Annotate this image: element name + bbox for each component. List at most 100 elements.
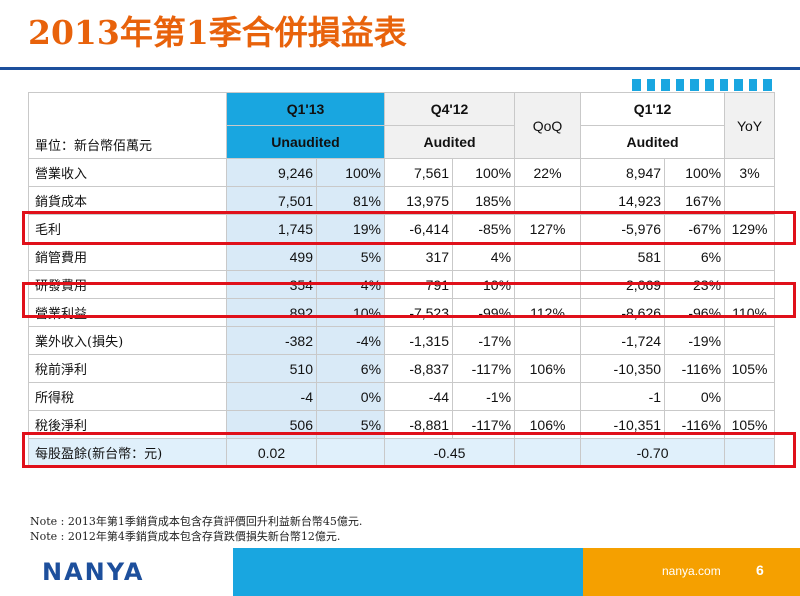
header-q4-12: Q4'12 — [384, 92, 516, 126]
cell-c: -10,350 — [580, 354, 666, 383]
cell-yoy — [724, 326, 776, 355]
table-row: 營業收入 9,246 100% 7,561 100% 22% 8,947 100% 3% — [28, 158, 776, 187]
cell-bp: -99% — [452, 298, 516, 327]
note-1: Note : 2013年第1季銷貨成本包含存貨評價回升利益新台幣45億元. — [30, 515, 363, 528]
website-link[interactable]: nanya.com — [662, 564, 721, 578]
cell-a: 7,501 — [226, 186, 317, 215]
cell-bp: 4% — [452, 242, 516, 271]
company-logo: NANYA — [42, 558, 145, 586]
cell-cp: -116% — [664, 354, 726, 383]
cell-cp: 0% — [664, 382, 726, 411]
row-label: 研發費用 — [28, 270, 227, 299]
cell-ap: 5% — [315, 410, 386, 439]
cell-ap: 0% — [315, 382, 386, 411]
cell-ap: 19% — [315, 214, 386, 243]
cell-yoy — [724, 186, 776, 215]
cell-b: -7,523 — [384, 298, 454, 327]
eps-q1-13: 0.02 — [226, 438, 317, 467]
cell-a: 510 — [226, 354, 317, 383]
title-divider — [0, 67, 800, 70]
cell-c: -1,724 — [580, 326, 666, 355]
cell-c: 14,923 — [580, 186, 666, 215]
table-row: 營業利益 892 10% -7,523 -99% 112% -8,626 -96% 110% — [28, 298, 776, 327]
cell-bp: -117% — [452, 410, 516, 439]
cell-a: 1,745 — [226, 214, 317, 243]
cell-bp: 100% — [452, 158, 516, 187]
cell-cp: 6% — [664, 242, 726, 271]
cell-ap: 6% — [315, 354, 386, 383]
row-label: 業外收入(損失) — [28, 326, 227, 355]
cell-b: 317 — [384, 242, 454, 271]
cell-b: -6,414 — [384, 214, 454, 243]
cell-bp: -117% — [452, 354, 516, 383]
table-row: 稅前淨利 510 6% -8,837 -117% 106% -10,350 -116% 105% — [28, 354, 776, 383]
cell-yoy: 105% — [724, 354, 776, 383]
cell-b: 7,561 — [384, 158, 454, 187]
header-row-1: 單位：新台幣佰萬元 Q1'13 Q4'12 QoQ Q1'12 YoY — [28, 92, 776, 159]
cell-a: 354 — [226, 270, 317, 299]
decorative-dashes — [632, 79, 772, 91]
cell-ap: 4% — [315, 270, 386, 299]
cell-bp: -1% — [452, 382, 516, 411]
page-number: 6 — [756, 562, 764, 578]
table-row: 業外收入(損失) -382 -4% -1,315 -17% -1,724 -19% — [28, 326, 776, 355]
cell-yoy — [724, 270, 776, 299]
cell-bp: -85% — [452, 214, 516, 243]
header-q1-13: Q1'13 — [225, 92, 386, 126]
cell-a: 892 — [226, 298, 317, 327]
cell-ap: 10% — [315, 298, 386, 327]
cell-c: 581 — [580, 242, 666, 271]
table-row: 銷貨成本 7,501 81% 13,975 185% 14,923 167% — [28, 186, 776, 215]
cell-b: -44 — [384, 382, 454, 411]
cell-qoq — [514, 270, 582, 299]
notes: Note : 2013年第1季銷貨成本包含存貨評價回升利益新台幣45億元. No… — [30, 514, 362, 544]
eps-q4-12: -0.45 — [384, 438, 516, 467]
cell-qoq — [514, 326, 582, 355]
row-label: 毛利 — [28, 214, 227, 243]
cell-yoy: 110% — [724, 298, 776, 327]
cell-c: -5,976 — [580, 214, 666, 243]
table-body: 營業收入 9,246 100% 7,561 100% 22% 8,947 100% 3% 銷貨成本… — [28, 158, 776, 439]
cell-cp: 23% — [664, 270, 726, 299]
header-q4-12-sub: Audited — [384, 125, 516, 159]
footer: NANYA nanya.com 6 — [0, 548, 800, 596]
header-q1-13-sub: Unaudited — [225, 125, 386, 159]
cell-qoq: 127% — [514, 214, 582, 243]
table-row: 所得稅 -4 0% -44 -1% -1 0% — [28, 382, 776, 411]
table-row: 稅後淨利 506 5% -8,881 -117% 106% -10,351 -116% 105% — [28, 410, 776, 439]
income-statement-table: 單位：新台幣佰萬元 Q1'13 Q4'12 QoQ Q1'12 YoY Unau… — [28, 92, 776, 467]
cell-yoy — [724, 382, 776, 411]
row-label: 營業收入 — [28, 158, 227, 187]
cell-a: 499 — [226, 242, 317, 271]
footer-blue-bar — [233, 548, 583, 596]
header-q1-12: Q1'12 — [580, 92, 726, 126]
cell-b: -1,315 — [384, 326, 454, 355]
row-label: 銷貨成本 — [28, 186, 227, 215]
cell-cp: -67% — [664, 214, 726, 243]
cell-yoy: 129% — [724, 214, 776, 243]
cell-ap: -4% — [315, 326, 386, 355]
cell-qoq — [514, 242, 582, 271]
table-row: 研發費用 354 4% 791 10% 2,069 23% — [28, 270, 776, 299]
cell-c: -1 — [580, 382, 666, 411]
cell-qoq — [514, 186, 582, 215]
header-row-2: Unaudited Audited Audited — [29, 125, 775, 159]
cell-b: -8,881 — [384, 410, 454, 439]
page-title: 2013年第1季合併損益表 — [28, 13, 407, 52]
cell-yoy: 3% — [724, 158, 776, 187]
cell-qoq: 106% — [514, 354, 582, 383]
cell-cp: -96% — [664, 298, 726, 327]
cell-b: -8,837 — [384, 354, 454, 383]
header-yoy: YoY — [724, 92, 776, 159]
cell-c: 2,069 — [580, 270, 666, 299]
cell-bp: 185% — [452, 186, 516, 215]
cell-ap: 100% — [315, 158, 386, 187]
cell-ap: 81% — [315, 186, 386, 215]
cell-bp: -17% — [452, 326, 516, 355]
cell-a: -382 — [226, 326, 317, 355]
cell-cp: -116% — [664, 410, 726, 439]
cell-a: 9,246 — [226, 158, 317, 187]
footer-orange-bar: nanya.com 6 — [583, 548, 800, 596]
row-label: 所得稅 — [28, 382, 227, 411]
note-2: Note : 2012年第4季銷貨成本包含存貨跌價損失新台幣12億元. — [30, 530, 341, 543]
